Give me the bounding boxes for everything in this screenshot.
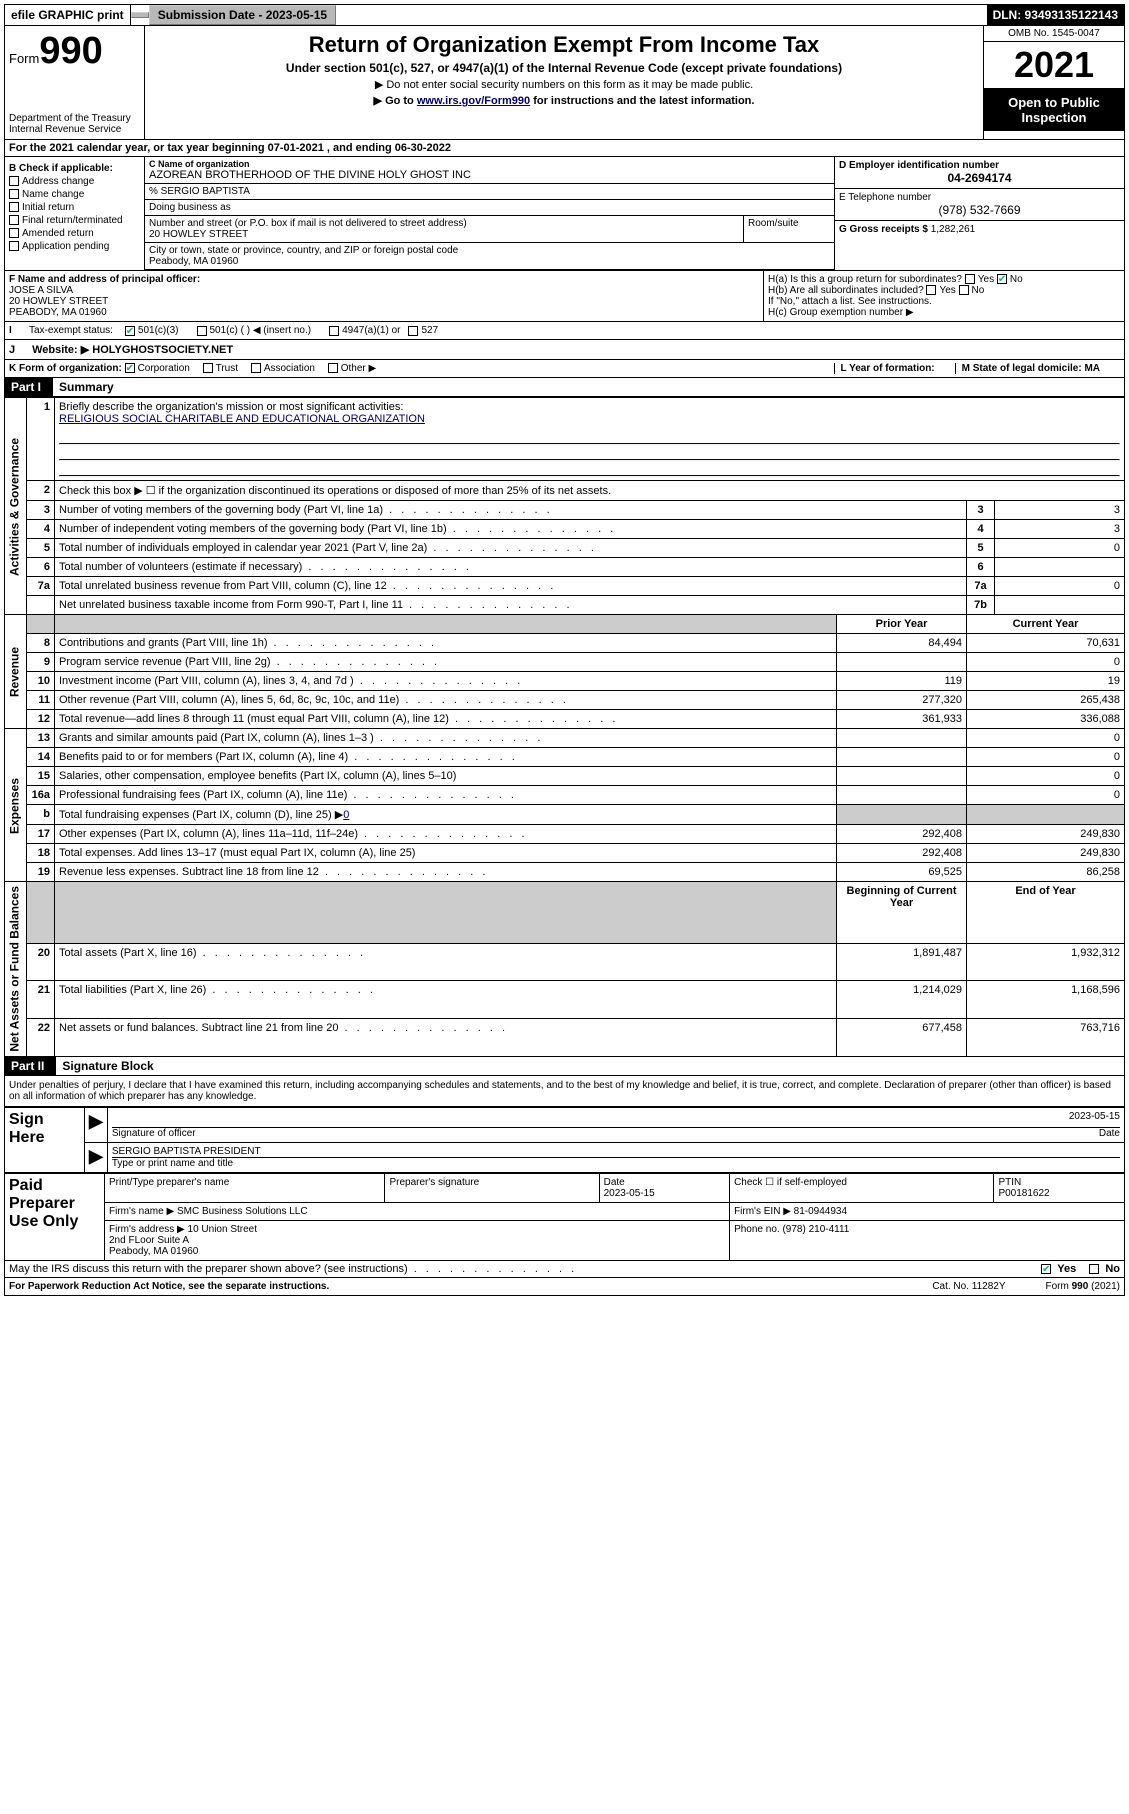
tab-net-assets: Net Assets or Fund Balances [5, 882, 27, 1057]
dept-treasury: Department of the TreasuryInternal Reven… [9, 113, 140, 135]
room-suite: Room/suite [744, 216, 834, 243]
discuss-yes[interactable] [1041, 1264, 1051, 1274]
graphic-print-button[interactable] [131, 12, 149, 18]
section-k: K Form of organization: Corporation Trus… [4, 360, 1125, 378]
irs-link[interactable]: www.irs.gov/Form990 [417, 95, 530, 107]
officer-name-print: SERGIO BAPTISTA PRESIDENT Type or print … [107, 1142, 1124, 1172]
mission-text: RELIGIOUS SOCIAL CHARITABLE AND EDUCATIO… [59, 413, 425, 425]
form-note2: ▶ Go to www.irs.gov/Form990 for instruct… [151, 94, 977, 107]
h-block: H(a) Is this a group return for subordin… [764, 271, 1124, 321]
form-990-box: Form990 Department of the TreasuryIntern… [5, 26, 145, 139]
chk-amended[interactable]: Amended return [9, 228, 140, 239]
footer-form: Form 990 (2021) [1046, 1281, 1120, 1292]
chk-4947[interactable] [329, 326, 339, 336]
column-b: B Check if applicable: Address change Na… [5, 157, 145, 270]
website-value: HOLYGHOSTSOCIETY.NET [92, 344, 233, 356]
hb-yes[interactable] [926, 285, 936, 295]
ha-yes[interactable] [965, 274, 975, 284]
tab-governance: Activities & Governance [5, 398, 27, 615]
public-inspection: Open to Public Inspection [984, 89, 1124, 131]
summary-table: Activities & Governance 1 Briefly descri… [4, 397, 1125, 1057]
chk-final[interactable]: Final return/terminated [9, 215, 140, 226]
tab-expenses: Expenses [5, 729, 27, 882]
officer-signature: 2023-05-15 Signature of officerDate [107, 1107, 1124, 1142]
chk-corp[interactable] [125, 363, 135, 373]
form-number: 990 [39, 30, 102, 72]
gross-receipts: G Gross receipts $ 1,282,261 [835, 221, 1124, 238]
efile-label: efile GRAPHIC print [5, 5, 131, 25]
discuss-no[interactable] [1089, 1264, 1099, 1274]
paid-preparer-label: Paid Preparer Use Only [5, 1173, 105, 1260]
mission-row: Briefly describe the organization's miss… [55, 398, 1125, 481]
chk-trust[interactable] [203, 363, 213, 373]
section-a: For the 2021 calendar year, or tax year … [4, 140, 1125, 157]
sign-here-label: Sign Here [5, 1107, 85, 1172]
firm-name: SMC Business Solutions LLC [177, 1206, 308, 1217]
care-of: % SERGIO BAPTISTA [145, 184, 834, 200]
officer-name: JOSE A SILVA [9, 285, 759, 296]
chk-pending[interactable]: Application pending [9, 241, 140, 252]
ein-value: 04-2694174 [839, 171, 1120, 185]
sign-here-table: Sign Here ▶ 2023-05-15 Signature of offi… [4, 1107, 1125, 1173]
arrow-icon: ▶ [89, 1146, 103, 1166]
form-prefix: Form [9, 51, 39, 66]
paid-preparer-table: Paid Preparer Use Only Print/Type prepar… [4, 1173, 1125, 1261]
chk-name[interactable]: Name change [9, 189, 140, 200]
city-block: City or town, state or province, country… [145, 243, 834, 270]
dln-label: DLN: 93493135122143 [987, 5, 1124, 25]
street-block: Number and street (or P.O. box if mail i… [145, 216, 744, 243]
top-bar: efile GRAPHIC print Submission Date - 20… [4, 4, 1125, 26]
chk-501c[interactable] [197, 326, 207, 336]
phone-value: (978) 532-7669 [839, 203, 1120, 217]
header-right: OMB No. 1545-0047 2021 Open to Public In… [984, 26, 1124, 139]
form-subtitle: Under section 501(c), 527, or 4947(a)(1)… [151, 61, 977, 75]
form-title: Return of Organization Exempt From Incom… [151, 32, 977, 58]
chk-501c3[interactable] [125, 326, 135, 336]
phone-block: E Telephone number (978) 532-7669 [835, 189, 1124, 221]
discuss-row: May the IRS discuss this return with the… [4, 1261, 1125, 1278]
ha-no[interactable] [997, 274, 1007, 284]
part-i-header: Part I Summary [4, 378, 1125, 397]
form-title-block: Return of Organization Exempt From Incom… [145, 26, 984, 139]
omb-number: OMB No. 1545-0047 [984, 26, 1124, 42]
footer-left: For Paperwork Reduction Act Notice, see … [9, 1281, 329, 1292]
hb-no[interactable] [959, 285, 969, 295]
chk-527[interactable] [408, 326, 418, 336]
form-header: Form990 Department of the TreasuryIntern… [4, 26, 1125, 140]
arrow-icon: ▶ [89, 1111, 103, 1131]
year-formation: L Year of formation: [834, 363, 955, 374]
city-state-zip: Peabody, MA 01960 [149, 256, 830, 267]
chk-address[interactable]: Address change [9, 176, 140, 187]
chk-assoc[interactable] [251, 363, 261, 373]
org-name: AZOREAN BROTHERHOOD OF THE DIVINE HOLY G… [149, 169, 830, 181]
tax-year: 2021 [984, 42, 1124, 89]
column-d: D Employer identification number 04-2694… [834, 157, 1124, 270]
col-b-title: B Check if applicable: [9, 163, 140, 174]
sig-declaration: Under penalties of perjury, I declare th… [4, 1076, 1125, 1107]
street-address: 20 HOWLEY STREET [149, 229, 739, 240]
ein-block: D Employer identification number 04-2694… [835, 157, 1124, 189]
officer-block: F Name and address of principal officer:… [5, 271, 764, 321]
main-info-grid: B Check if applicable: Address change Na… [4, 157, 1125, 271]
tab-revenue: Revenue [5, 615, 27, 729]
dba-label: Doing business as [145, 200, 834, 216]
section-i: I Tax-exempt status: 501(c)(3) 501(c) ( … [4, 322, 1125, 340]
page-footer: For Paperwork Reduction Act Notice, see … [4, 1278, 1125, 1296]
column-c: C Name of organization AZOREAN BROTHERHO… [145, 157, 834, 270]
section-j: J Website: ▶ HOLYGHOSTSOCIETY.NET [4, 340, 1125, 360]
chk-initial[interactable]: Initial return [9, 202, 140, 213]
chk-other[interactable] [328, 363, 338, 373]
submission-date: Submission Date - 2023-05-15 [149, 5, 336, 25]
state-domicile: M State of legal domicile: MA [955, 363, 1120, 374]
section-f-h: F Name and address of principal officer:… [4, 271, 1125, 322]
form-note1: ▶ Do not enter social security numbers o… [151, 78, 977, 91]
footer-cat: Cat. No. 11282Y [932, 1281, 1005, 1292]
org-name-block: C Name of organization AZOREAN BROTHERHO… [145, 157, 834, 184]
part-ii-header: Part II Signature Block [4, 1057, 1125, 1076]
